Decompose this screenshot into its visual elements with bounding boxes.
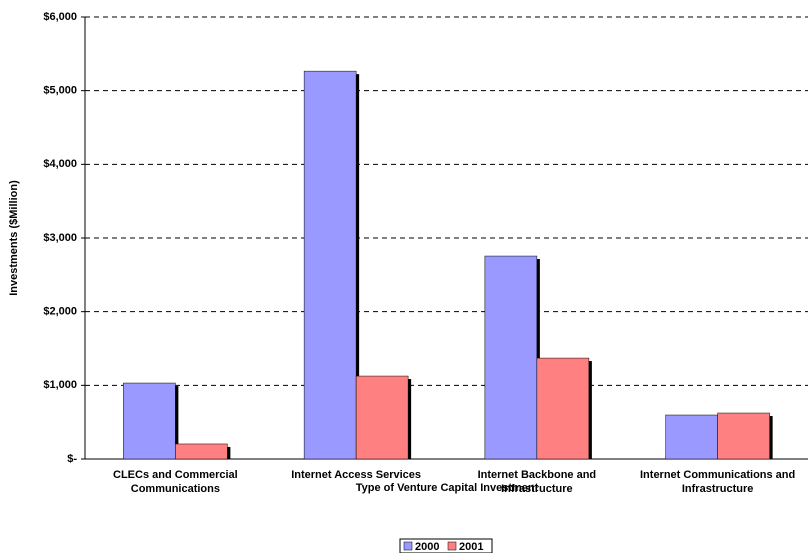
- y-tick-label: $5,000: [43, 85, 77, 97]
- x-tick-label: Internet Communications and Infrastructu…: [640, 469, 796, 495]
- bar: [484, 255, 538, 460]
- y-tick-label: $6,000: [43, 11, 77, 23]
- bar: [355, 375, 409, 460]
- bar: [123, 382, 176, 460]
- y-tick-label: $4,000: [43, 158, 77, 170]
- legend-label: 2001: [459, 541, 483, 553]
- bar: [175, 443, 228, 460]
- bar: [717, 412, 770, 460]
- legend-label: 2000: [415, 541, 439, 553]
- bar: [303, 70, 357, 460]
- x-tick-label: Internet Access Services: [291, 469, 422, 481]
- x-axis-title: Type of Venture Capital Investment: [356, 482, 539, 494]
- y-tick-label: $1,000: [43, 379, 77, 391]
- y-tick-label: $3,000: [43, 232, 77, 244]
- legend-swatch: [447, 541, 457, 551]
- y-axis-title: Investments ($Million): [8, 180, 20, 296]
- legend-box: [399, 538, 493, 553]
- y-tick-label: $-: [67, 453, 77, 465]
- legend-swatch: [403, 541, 413, 551]
- bar: [536, 357, 590, 460]
- x-tick-label: CLECs and Commercial Communications: [113, 469, 238, 495]
- y-tick-label: $2,000: [43, 306, 77, 318]
- bar: [665, 414, 718, 460]
- x-tick-label: Internet Backbone and Infrastructure: [477, 469, 597, 495]
